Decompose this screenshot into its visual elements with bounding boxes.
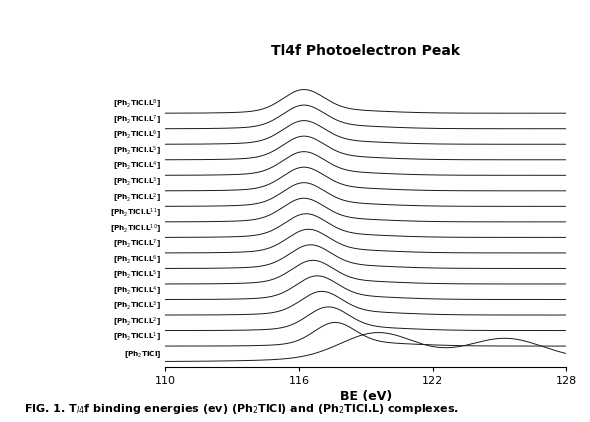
Text: [Ph$_2$TlCl.L$^{11}$]: [Ph$_2$TlCl.L$^{11}$] <box>110 207 161 220</box>
Text: [Ph$_2$TlCl.L$^3$]: [Ph$_2$TlCl.L$^3$] <box>113 300 161 313</box>
Text: [Ph$_2$TlCl.L$^4$]: [Ph$_2$TlCl.L$^4$] <box>113 160 161 173</box>
Text: [Ph$_2$TlCl.L$^6$]: [Ph$_2$TlCl.L$^6$] <box>113 129 161 142</box>
Text: FIG. 1. T$_{l4}$f binding energies (ev) (Ph$_2$TlCl) and (Ph$_2$TlCl.L) complexe: FIG. 1. T$_{l4}$f binding energies (ev) … <box>24 402 458 416</box>
Text: [Ph$_2$TlCl.L$^2$]: [Ph$_2$TlCl.L$^2$] <box>113 191 161 205</box>
Text: [Ph$_2$TlCl.L$^4$]: [Ph$_2$TlCl.L$^4$] <box>113 284 161 298</box>
Text: [Ph$_2$TlCl.L$^5$]: [Ph$_2$TlCl.L$^5$] <box>113 145 161 158</box>
Text: [Ph$_2$TlCl.L$^8$]: [Ph$_2$TlCl.L$^8$] <box>113 98 161 111</box>
Text: [Ph$_2$TlCl.L$^6$]: [Ph$_2$TlCl.L$^6$] <box>113 254 161 267</box>
Text: [Ph$_2$TlCl.L$^7$]: [Ph$_2$TlCl.L$^7$] <box>113 114 161 127</box>
Text: [Ph$_2$TlCl.L$^{10}$]: [Ph$_2$TlCl.L$^{10}$] <box>110 222 161 235</box>
Text: [Ph$_2$TlCl.L$^2$]: [Ph$_2$TlCl.L$^2$] <box>113 316 161 329</box>
Text: [Ph$_2$TlCl.L$^5$]: [Ph$_2$TlCl.L$^5$] <box>113 269 161 282</box>
Text: [Ph$_2$TlCl.L$^7$]: [Ph$_2$TlCl.L$^7$] <box>113 238 161 251</box>
Text: [Ph$_2$TlCl.L$^1$]: [Ph$_2$TlCl.L$^1$] <box>113 331 161 344</box>
Text: [Ph$_2$TlCl]: [Ph$_2$TlCl] <box>124 349 161 360</box>
Text: [Ph$_2$TlCl.L$^3$]: [Ph$_2$TlCl.L$^3$] <box>113 176 161 189</box>
X-axis label: BE (eV): BE (eV) <box>340 390 392 403</box>
Title: Tl4f Photoelectron Peak: Tl4f Photoelectron Peak <box>271 44 460 58</box>
